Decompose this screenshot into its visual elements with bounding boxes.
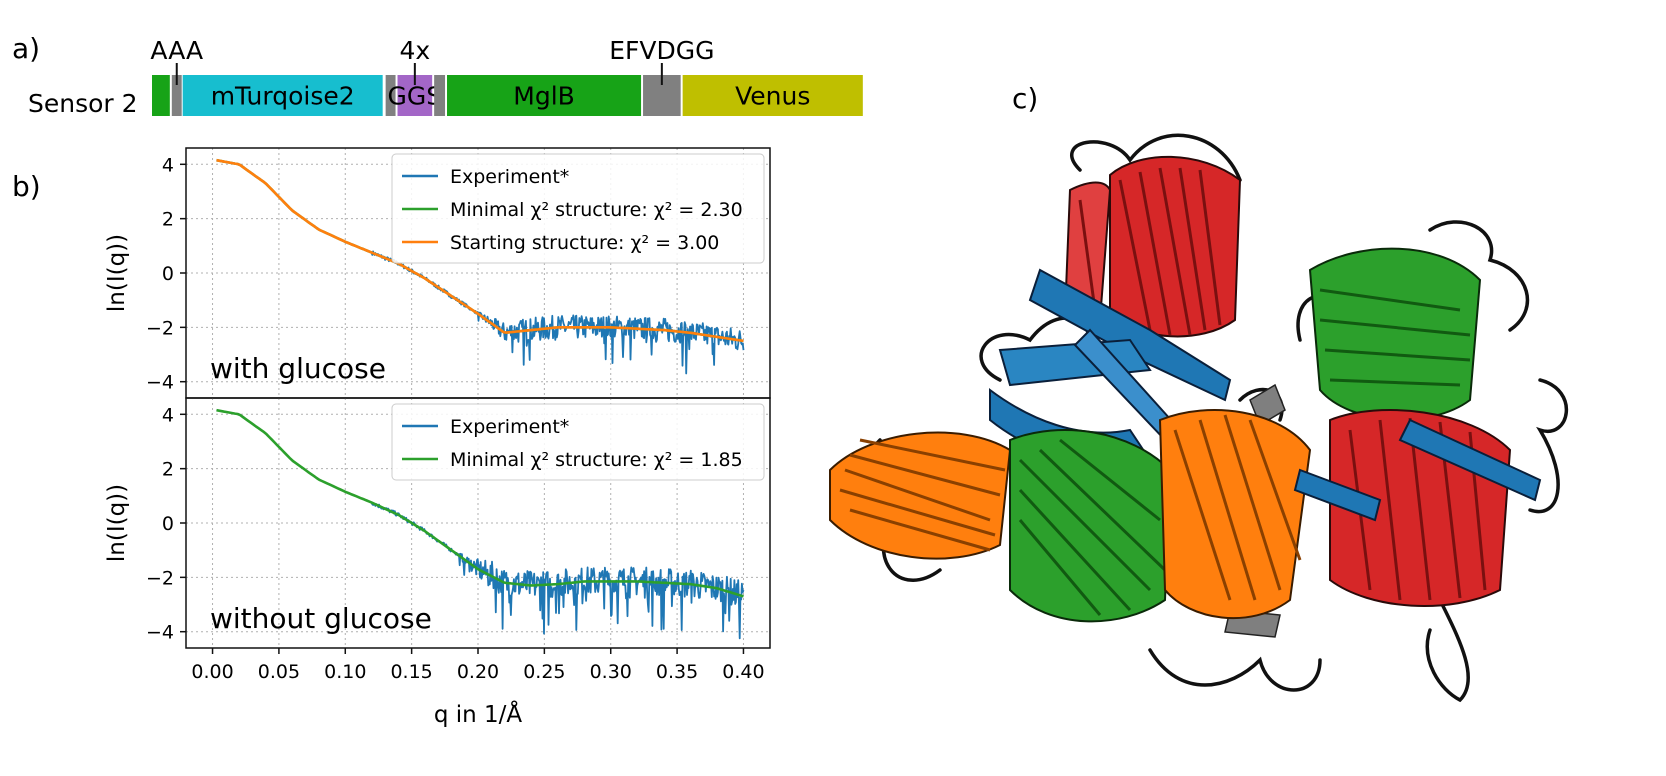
x-tick-label: 0.30 <box>590 661 632 683</box>
annotation-label: AAA <box>150 36 203 65</box>
x-tick-label: 0.05 <box>258 661 300 683</box>
orange-domain-center <box>1158 409 1312 620</box>
x-tick-label: 0.10 <box>324 661 366 683</box>
green-domain-right <box>1308 247 1482 421</box>
legend-box <box>391 403 765 481</box>
segment-linker-2 <box>385 75 396 116</box>
annotation-label: EFVDGG <box>609 36 714 65</box>
y-tick-label: −4 <box>146 372 174 394</box>
legend-entry: Minimal χ² structure: χ² = 1.85 <box>450 449 743 471</box>
segment-n-term <box>152 75 170 116</box>
panel-annotation: without glucose <box>210 602 432 635</box>
y-tick-label: 4 <box>162 154 174 176</box>
segment-label-mglb: MglB <box>513 82 575 111</box>
saxs-plots: 4 2 0 −2 −4 ln(I(q)) with glucose Experiment* Mi… <box>104 147 771 728</box>
series-line-2 <box>216 158 744 343</box>
legend-entry: Minimal χ² structure: χ² = 2.30 <box>450 199 743 221</box>
y-tick-label: 0 <box>162 513 174 535</box>
y-tick-label: −2 <box>146 567 174 589</box>
y-tick-label: −2 <box>146 317 174 339</box>
x-tick-label: 0.35 <box>656 661 698 683</box>
legend-entry: Experiment* <box>450 416 569 438</box>
x-tick-label: 0.20 <box>457 661 499 683</box>
x-tick-label: 0.25 <box>523 661 565 683</box>
y-tick-label: 2 <box>162 459 174 481</box>
segment-mturquoise2 <box>182 75 383 116</box>
plot-with-glucose: 4 2 0 −2 −4 ln(I(q)) with glucose Experiment* Mi… <box>104 147 771 399</box>
plot-without-glucose: 4 2 0 −2 −4 ln(I(q)) 0.00 0.05 0.10 0.15 0.20 0.25 0… <box>104 397 771 683</box>
red-barrel-top <box>1063 155 1242 338</box>
green-domain-center <box>1009 429 1172 623</box>
segment-label-ggs-repeat: GGS <box>388 82 443 111</box>
y-axis-label: ln(I(q)) <box>104 234 130 312</box>
legend-entry: Experiment* <box>450 166 569 188</box>
y-axis-label: ln(I(q)) <box>104 484 130 562</box>
panel-label-c: c) <box>1012 82 1038 115</box>
x-tick-label: 0.40 <box>722 661 764 683</box>
annotation-label: 4x <box>399 36 430 65</box>
panel-label-a: a) <box>12 32 40 65</box>
y-tick-label: −4 <box>146 622 174 644</box>
x-tick-label: 0.15 <box>390 661 432 683</box>
segment-mglb <box>447 75 642 116</box>
series-line-1 <box>216 408 744 598</box>
protein-structure-image <box>829 133 1568 703</box>
blue-sheet-left <box>989 268 1232 465</box>
segment-linker-3 <box>434 75 446 116</box>
y-tick-label: 4 <box>162 404 174 426</box>
legend-entry: Starting structure: χ² = 3.00 <box>450 232 719 254</box>
orange-domain-left <box>829 431 1012 560</box>
x-tick-label: 0.00 <box>191 661 233 683</box>
segment-label-venus: Venus <box>735 82 810 111</box>
x-axis-label: q in 1/Å <box>434 700 523 728</box>
y-tick-label: 0 <box>162 263 174 285</box>
panel-annotation: with glucose <box>210 352 386 385</box>
segment-venus <box>682 75 863 116</box>
y-tick-label: 2 <box>162 209 174 231</box>
panel-label-b: b) <box>12 170 41 203</box>
construct-diagram: Sensor 2 mTurqoise2 GGS MglB Venus AAA 4x EFV… <box>28 36 863 118</box>
legend-box <box>391 153 765 264</box>
segment-linker-aaa <box>171 75 182 116</box>
blue-sheet-right <box>1293 418 1542 522</box>
construct-name: Sensor 2 <box>28 89 138 118</box>
segment-label-mturquoise2: mTurqoise2 <box>211 82 355 111</box>
